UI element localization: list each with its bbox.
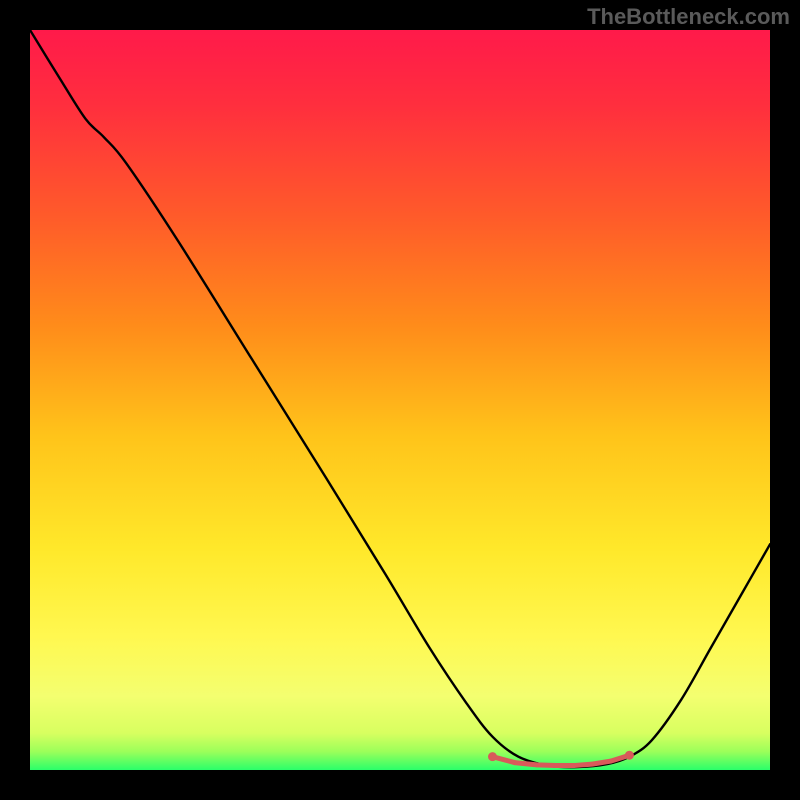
optimal-range-marker (553, 763, 558, 768)
optimal-range-marker (625, 751, 634, 760)
optimal-range-marker (571, 763, 576, 768)
optimal-range-marker (488, 752, 497, 761)
gradient-background (30, 30, 770, 770)
bottleneck-curve-chart (30, 30, 770, 770)
optimal-range-marker (512, 760, 517, 765)
optimal-range-marker (590, 762, 595, 767)
optimal-range-marker (534, 762, 539, 767)
watermark-text: TheBottleneck.com (587, 4, 790, 30)
plot-area (30, 30, 770, 770)
optimal-range-marker (608, 759, 613, 764)
chart-container: TheBottleneck.com (0, 0, 800, 800)
